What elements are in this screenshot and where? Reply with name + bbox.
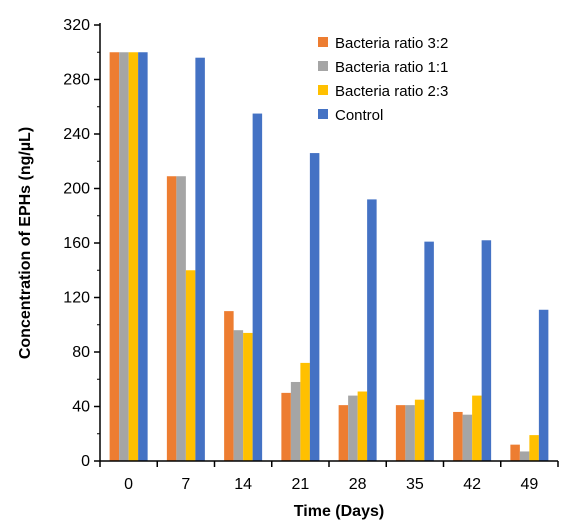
- x-tick-label: 35: [406, 476, 424, 493]
- y-axis-title: Concentration of EPHs (ng/µL): [17, 127, 34, 359]
- x-tick-label: 21: [291, 476, 309, 493]
- y-tick-label: 280: [63, 72, 90, 89]
- bar-control-0: [138, 52, 148, 461]
- bar-bacteria-ratio-1-1-21: [290, 381, 301, 461]
- y-tick-label: 120: [63, 290, 90, 307]
- bar-control-14: [252, 113, 263, 461]
- legend-label: Bacteria ratio 2:3: [335, 83, 448, 100]
- bar-bacteria-ratio-1-1-42: [462, 414, 473, 461]
- bar-control-7: [195, 57, 205, 461]
- bar-bacteria-ratio-2-3-7: [185, 270, 196, 461]
- bar-bacteria-ratio-1-1-14: [233, 330, 244, 461]
- bar-bacteria-ratio-3-2-7: [166, 176, 177, 462]
- bar-bacteria-ratio-1-1-28: [348, 395, 358, 461]
- legend-swatch: [318, 61, 328, 71]
- bar-bacteria-ratio-1-1-35: [405, 405, 415, 461]
- bar-control-28: [367, 199, 377, 461]
- bar-bacteria-ratio-2-3-28: [357, 391, 368, 461]
- x-tick-label: 28: [349, 476, 367, 493]
- bar-control-35: [424, 241, 434, 461]
- legend-swatch: [318, 85, 328, 95]
- bar-bacteria-ratio-2-3-35: [414, 399, 425, 461]
- bars-layer: [109, 52, 549, 462]
- bar-bacteria-ratio-1-1-0: [119, 52, 129, 461]
- bar-bacteria-ratio-2-3-42: [472, 395, 482, 461]
- bar-bacteria-ratio-1-1-49: [519, 451, 530, 461]
- y-tick-label: 240: [63, 126, 90, 143]
- y-tick-label: 40: [72, 399, 90, 416]
- bar-bacteria-ratio-2-3-14: [243, 332, 253, 461]
- legend-swatch: [318, 37, 328, 47]
- x-tick-label: 49: [520, 476, 538, 493]
- legend-label: Bacteria ratio 3:2: [335, 35, 448, 52]
- bar-bacteria-ratio-3-2-49: [510, 444, 520, 461]
- x-tick-label: 42: [463, 476, 481, 493]
- y-tick-label: 320: [63, 17, 90, 34]
- x-tick-label: 7: [181, 476, 190, 493]
- legend: Bacteria ratio 3:2 Bacteria ratio 1:1 Bact…: [318, 35, 448, 124]
- legend-swatch: [318, 109, 328, 119]
- bar-control-49: [538, 309, 549, 461]
- y-tick-label: 160: [63, 235, 90, 252]
- bar-bacteria-ratio-2-3-0: [128, 52, 139, 461]
- bar-bacteria-ratio-3-2-35: [395, 405, 406, 461]
- bar-bacteria-ratio-2-3-49: [529, 435, 539, 461]
- bar-bacteria-ratio-1-1-7: [176, 176, 186, 462]
- y-tick-label: 80: [72, 344, 90, 361]
- bar-bacteria-ratio-3-2-14: [224, 311, 234, 461]
- legend-label: Bacteria ratio 1:1: [335, 59, 448, 76]
- x-axis-title: Time (Days): [294, 503, 384, 520]
- x-ticks: 0 7 14 21 28 35 42 49: [99, 461, 559, 493]
- y-tick-label: 200: [63, 181, 90, 198]
- x-tick-label: 14: [234, 476, 252, 493]
- y-ticks: 0 40 80 120 160 200 240 280 320: [63, 17, 100, 470]
- x-tick-label: 0: [124, 476, 133, 493]
- bar-bacteria-ratio-3-2-0: [109, 52, 120, 461]
- bar-bacteria-ratio-3-2-21: [281, 392, 291, 461]
- bar-bacteria-ratio-3-2-42: [453, 411, 463, 461]
- bar-bacteria-ratio-3-2-28: [338, 405, 349, 461]
- legend-label: Control: [335, 107, 383, 124]
- bar-control-21: [309, 153, 320, 461]
- bar-control-42: [481, 240, 492, 461]
- bar-bacteria-ratio-2-3-21: [300, 362, 310, 461]
- y-tick-label: 0: [81, 453, 90, 470]
